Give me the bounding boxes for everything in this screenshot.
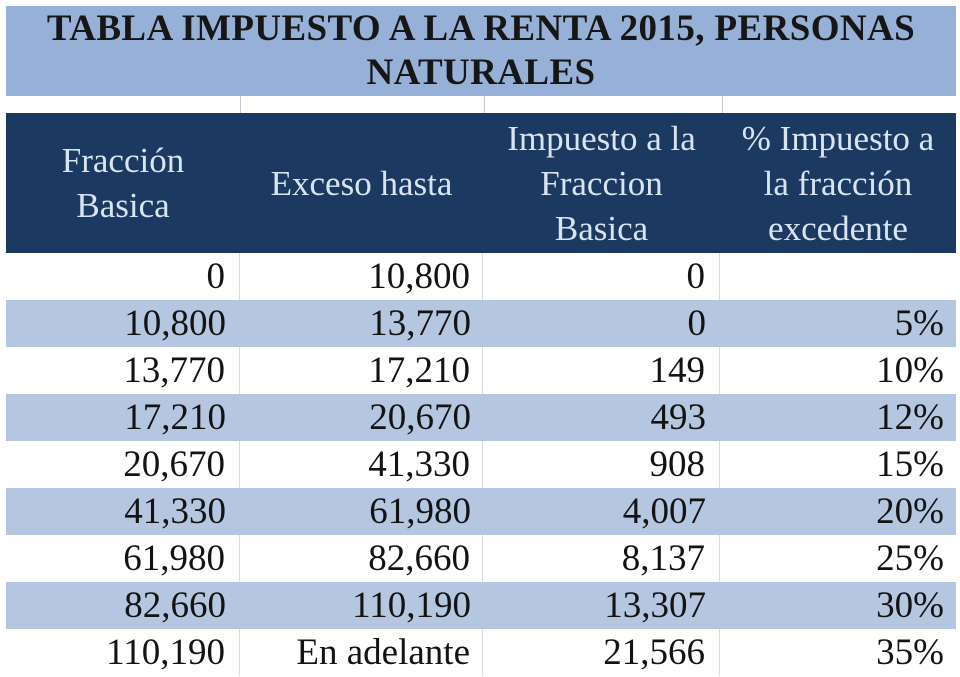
cell-exceso-hasta: 61,980 [369,491,471,532]
cell-pct-excedente: 35% [876,632,944,673]
table-title: TABLA IMPUESTO A LA RENTA 2015, PERSONAS… [6,6,956,96]
cell-impuesto-fraccion-basica: 0 [687,303,707,344]
cell-exceso-hasta: En adelante [240,629,483,676]
cell-fraccion-basica: 61,980 [6,535,240,582]
cell-impuesto-fraccion-basica: 493 [650,397,707,438]
header-pct-impuesto-excedente: % Impuesto a la fracción excedente [741,118,935,248]
income-tax-table: TABLA IMPUESTO A LA RENTA 2015, PERSONAS… [6,6,956,676]
table-row: 110,190 En adelante 21,566 35% [6,629,956,676]
spacer-cell [723,96,956,113]
cell-pct-excedente [720,253,956,300]
spacer-cell [6,96,241,113]
table-row: 82,660 110,190 13,307 30% [6,582,956,629]
cell-fraccion-basica: 10,800 [124,303,226,344]
table-title-line1: TABLA IMPUESTO A LA RENTA 2015, PERSONAS [46,8,916,49]
cell-fraccion-basica: 110,190 [6,629,240,676]
table-row: 13,770 17,210 149 10% [6,347,956,394]
cell-impuesto-fraccion-basica: 908 [483,441,720,488]
table-row: 20,670 41,330 908 15% [6,441,956,488]
table-row: 41,330 61,980 4,007 20% [6,488,956,535]
cell-exceso-hasta: 13,770 [369,303,471,344]
cell-pct-excedente: 5% [894,303,944,344]
cell-pct-excedente: 12% [876,397,944,438]
cell-fraccion-basica: 20,670 [6,441,240,488]
cell-impuesto-fraccion-basica: 149 [483,347,720,394]
cell-impuesto-fraccion-basica: 13,307 [604,585,706,626]
cell-exceso-hasta: 110,190 [352,585,471,626]
cell-impuesto-fraccion-basica: 4,007 [622,491,706,532]
cell-impuesto-fraccion-basica: 8,137 [483,535,720,582]
table-header-row: Fracción Basica Exceso hasta Impuesto a … [6,113,956,253]
cell-fraccion-basica: 41,330 [124,491,226,532]
cell-pct-excedente: 15% [876,444,944,485]
cell-pct-excedente: 10% [876,350,944,391]
cell-fraccion-basica: 0 [6,253,240,300]
table-body: 0 10,800 0 10,800 13,770 0 5% 13,770 17,… [6,253,956,676]
table-row: 61,980 82,660 8,137 25% [6,535,956,582]
cell-impuesto-fraccion-basica: 0 [483,253,720,300]
table-row: 10,800 13,770 0 5% [6,300,956,347]
table-row: 0 10,800 0 [6,253,956,300]
cell-pct-excedente: 20% [876,491,944,532]
spacer-cell [485,96,723,113]
table-row: 17,210 20,670 493 12% [6,394,956,441]
cell-exceso-hasta: 20,670 [369,397,471,438]
spacer-cell [241,96,485,113]
table-title-line2: NATURALES [366,52,596,93]
cell-impuesto-fraccion-basica: 21,566 [483,629,720,676]
cell-pct-excedente: 30% [876,585,944,626]
header-impuesto-fraccion-basica: Impuesto a la Fraccion Basica [507,118,696,248]
spacer-row [6,96,956,113]
cell-exceso-hasta: 82,660 [240,535,483,582]
cell-exceso-hasta: 17,210 [240,347,483,394]
cell-pct-excedente: 25% [876,538,944,579]
header-fraccion-basica: Fracción Basica [61,141,185,225]
cell-fraccion-basica: 13,770 [6,347,240,394]
cell-exceso-hasta: 10,800 [240,253,483,300]
cell-fraccion-basica: 82,660 [124,585,226,626]
header-exceso-hasta: Exceso hasta [270,163,453,203]
cell-fraccion-basica: 17,210 [124,397,226,438]
cell-exceso-hasta: 41,330 [240,441,483,488]
